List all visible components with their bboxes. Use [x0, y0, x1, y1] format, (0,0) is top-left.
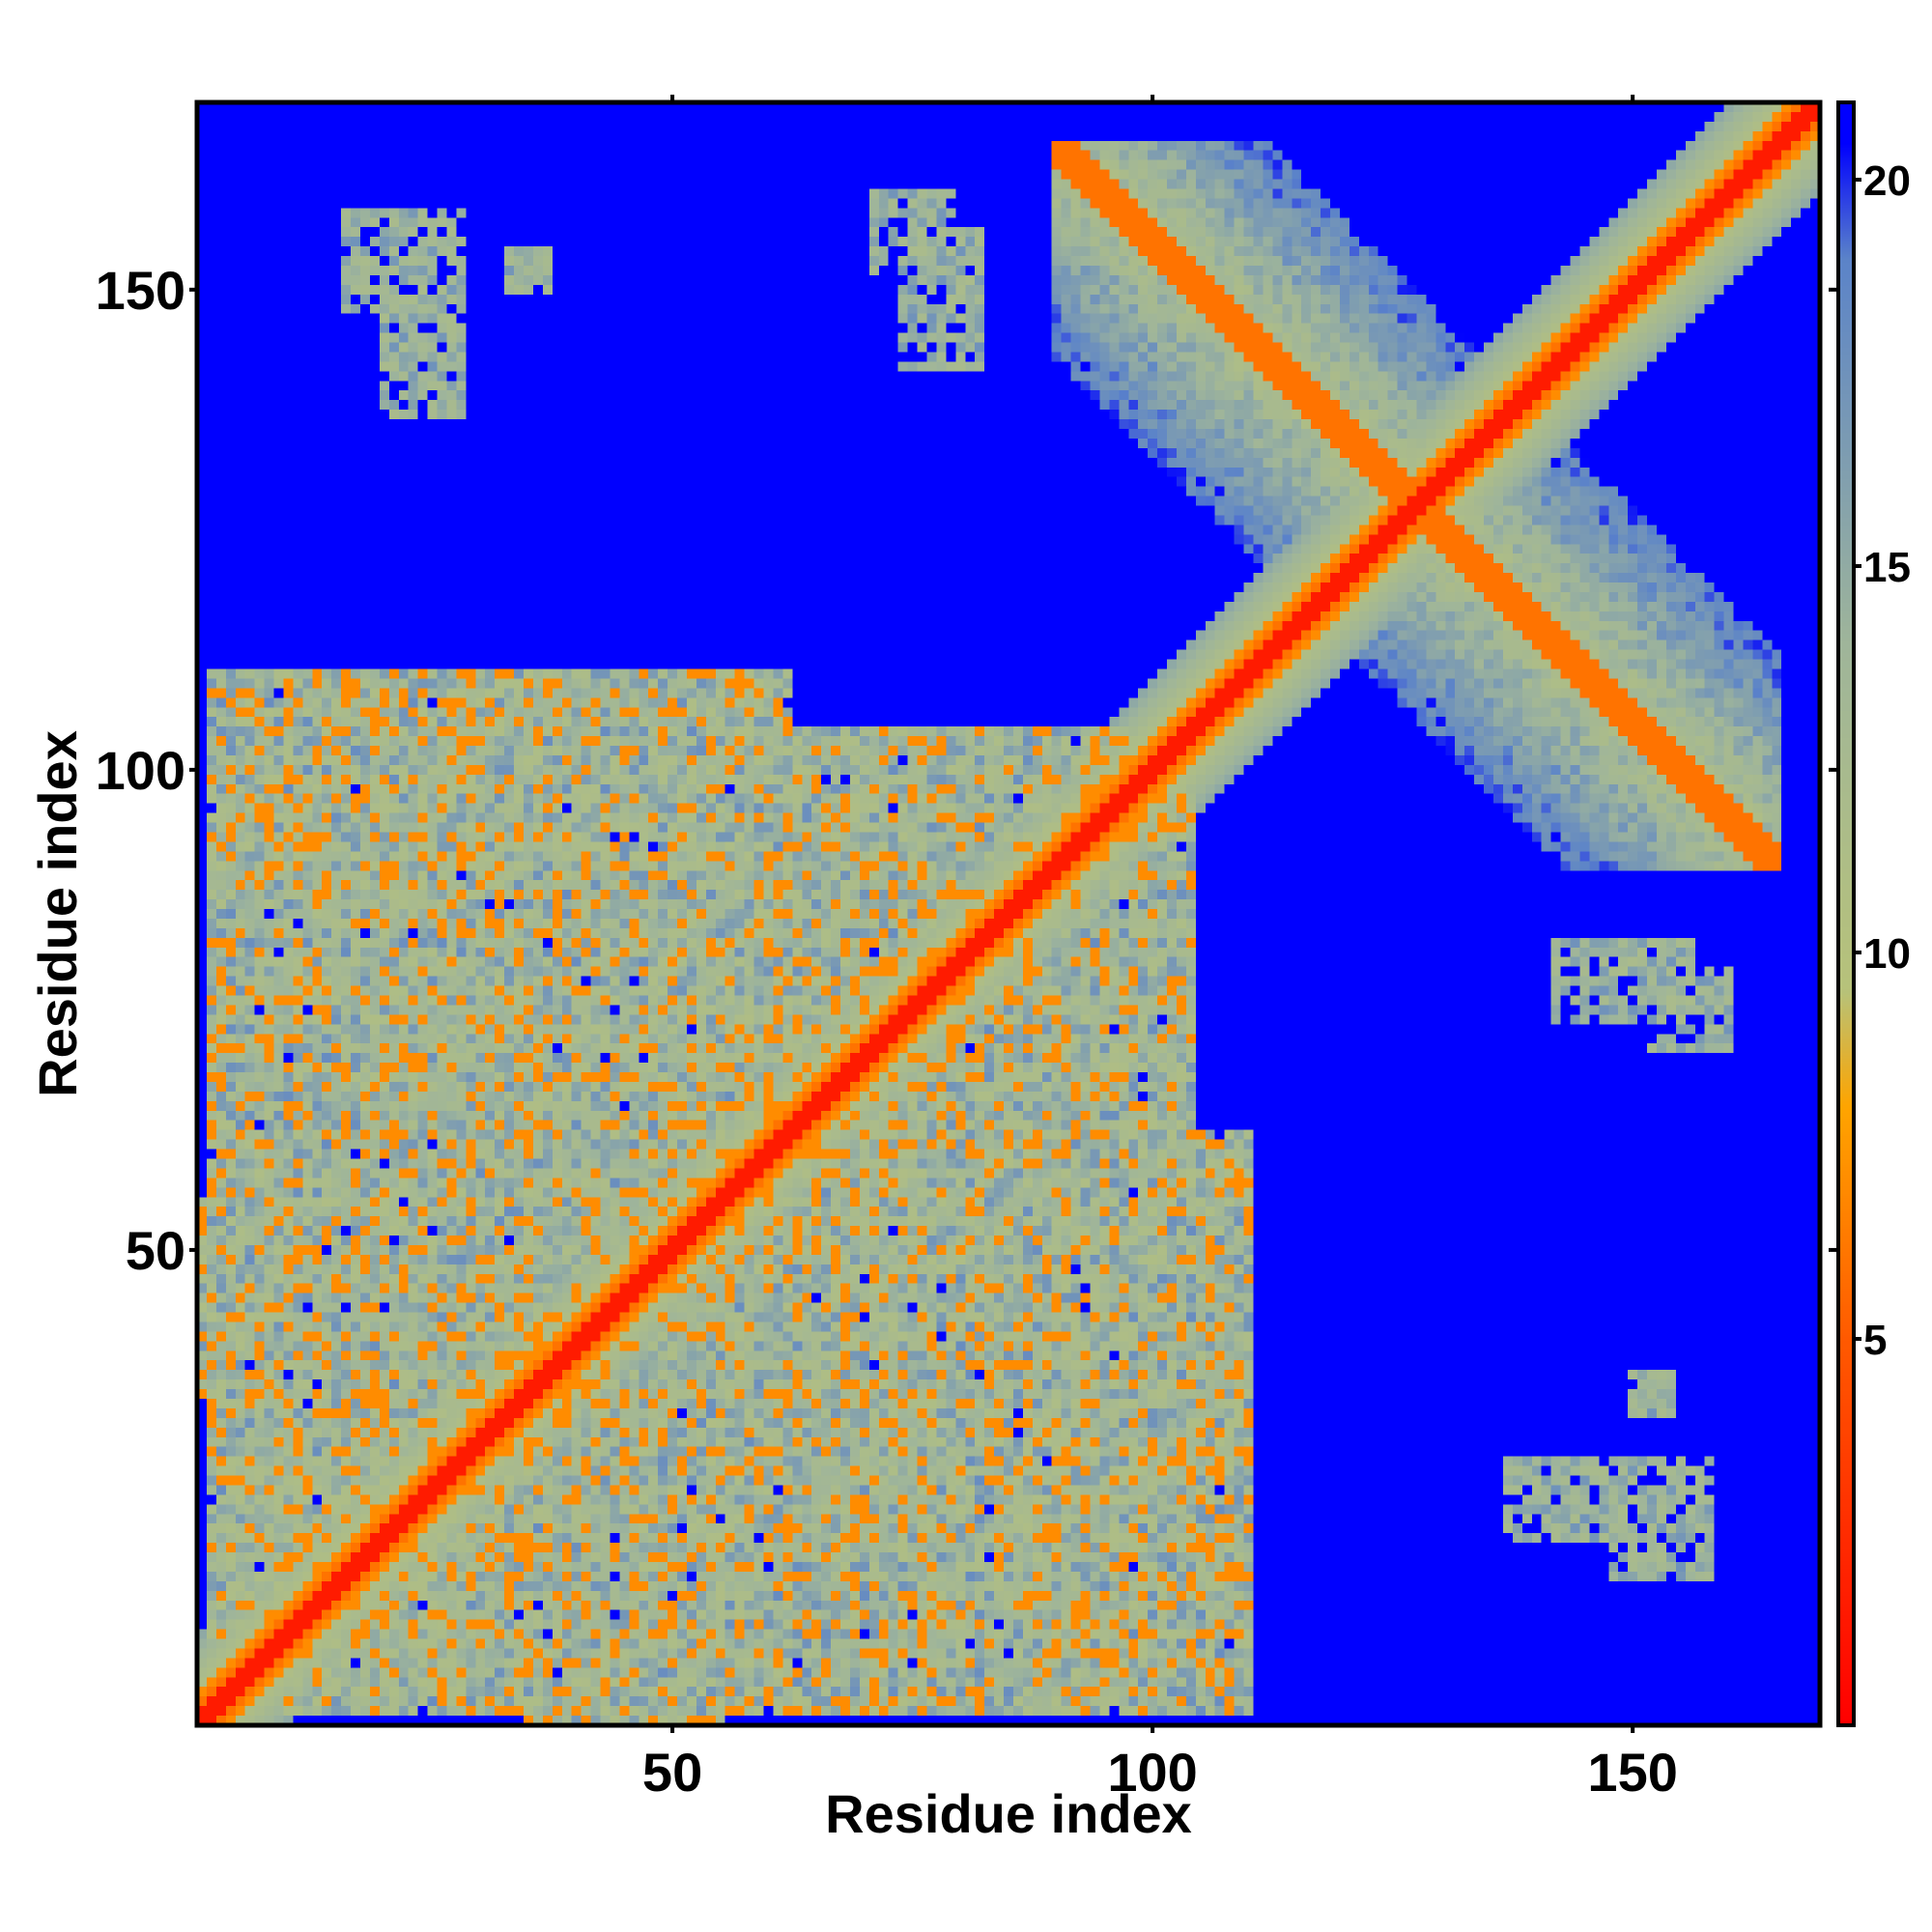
contact-map-heatmap [197, 102, 1820, 1725]
x-tick-label: 100 [1107, 1742, 1197, 1803]
x-axis-title: Residue index [825, 1783, 1192, 1844]
y-axis-ticks: 50 100 150 [96, 260, 197, 1281]
colorbar-tick-label: 20 [1863, 157, 1911, 205]
y-tick-label: 50 [126, 1220, 185, 1281]
y-tick-label: 100 [96, 740, 185, 801]
plot-frame [194, 99, 1823, 1728]
y-axis-title: Residue index [27, 730, 88, 1097]
colorbar-tick-label: 15 [1863, 544, 1911, 591]
y-tick-label: 150 [96, 260, 185, 321]
colorbar-tick-label: 10 [1863, 930, 1911, 978]
right-axis-ticks [1829, 287, 1838, 1252]
colorbar-ticks: 5 10 15 20 [1854, 157, 1911, 1364]
top-axis-ticks [670, 95, 1635, 102]
x-axis-ticks: 50 100 150 [642, 1725, 1678, 1803]
colorbar-frame [1836, 100, 1856, 1727]
colorbar-tick-label: 5 [1863, 1317, 1887, 1364]
x-tick-label: 150 [1587, 1742, 1677, 1803]
x-tick-label: 50 [642, 1742, 702, 1803]
colorbar-gradient [1838, 102, 1854, 1725]
